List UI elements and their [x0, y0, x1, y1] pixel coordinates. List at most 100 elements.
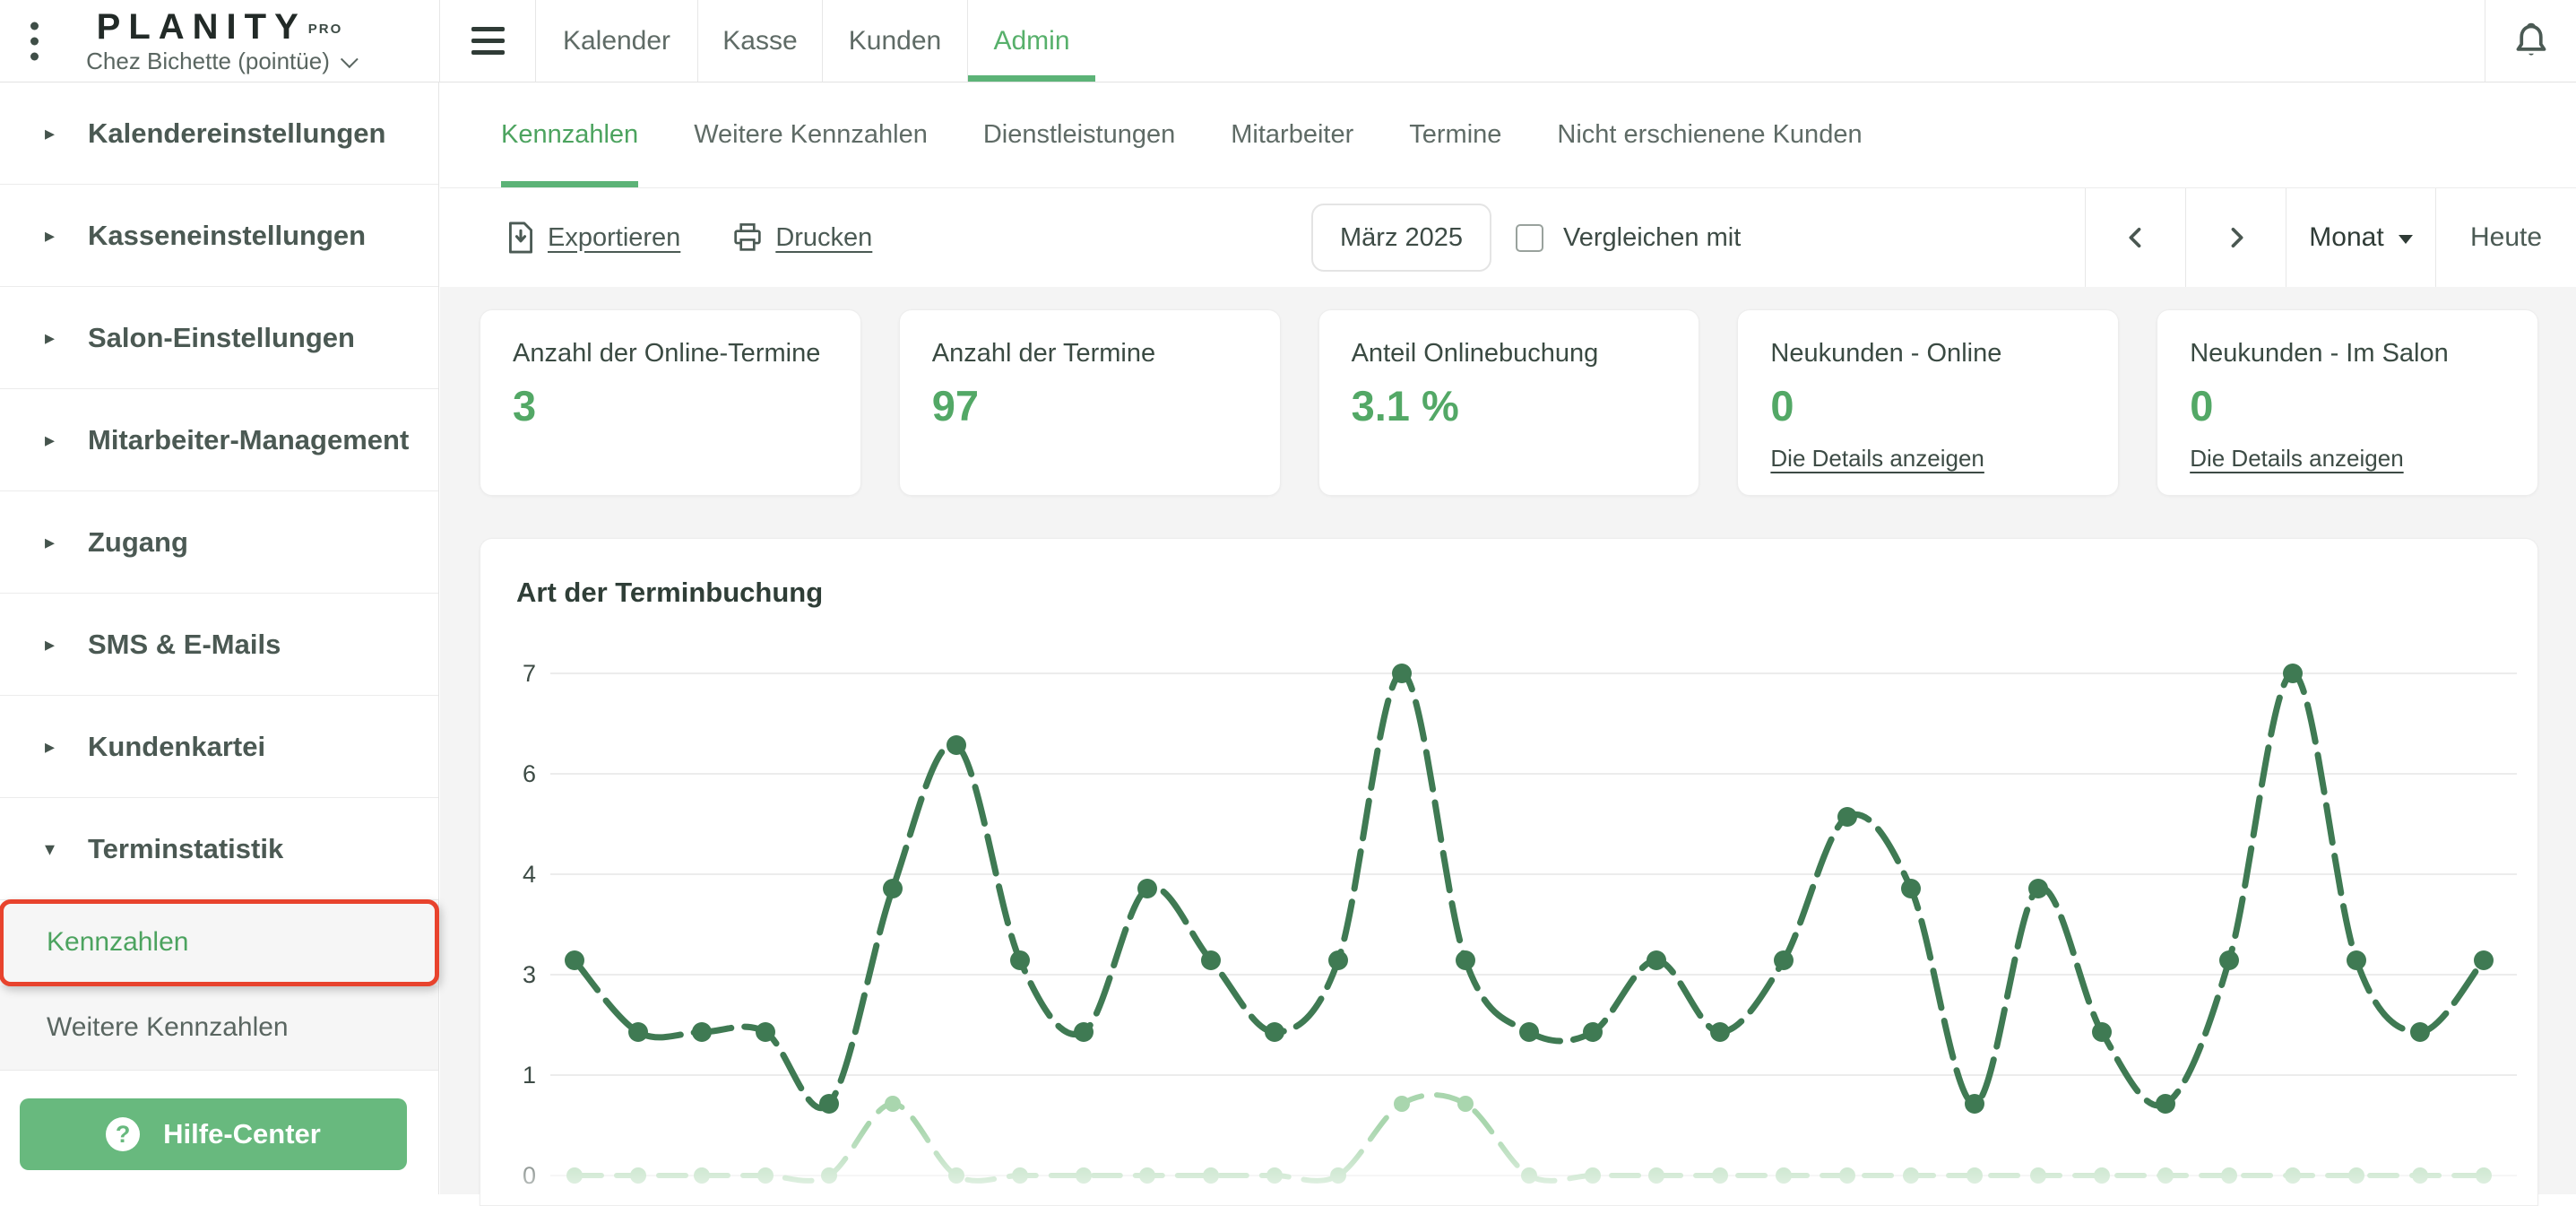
subtab-label: Weitere Kennzahlen: [694, 120, 928, 149]
sidebar: ▸ Kalendereinstellungen ▸ Kasseneinstellung…: [0, 82, 439, 1194]
chart-point-dark-green: [2474, 950, 2494, 970]
compare-checkbox[interactable]: [1516, 223, 1543, 252]
kpi-card-details-link[interactable]: Die Details anzeigen: [2190, 445, 2404, 472]
caret-right-icon: ▸: [45, 530, 56, 553]
y-axis-tick-label: 7: [523, 660, 536, 687]
chevron-left-icon: [2128, 227, 2140, 248]
chart-point-dark-green: [1328, 950, 1348, 970]
caret-right-icon: ▸: [45, 428, 56, 451]
subtab-nicht-erschienene-kunden[interactable]: Nicht erschienene Kunden: [1557, 82, 1862, 187]
sidebar-subitem-weitere-kennzahlen[interactable]: Weitere Kennzahlen: [0, 985, 438, 1071]
subtab-mitarbeiter[interactable]: Mitarbeiter: [1231, 82, 1353, 187]
chart-point-dark-green: [565, 950, 584, 970]
top-tab-kunden[interactable]: Kunden: [822, 0, 967, 82]
sidebar-item-kundenkartei[interactable]: ▸ Kundenkartei: [0, 696, 438, 798]
period-selector[interactable]: März 2025: [1311, 204, 1492, 272]
export-button[interactable]: Exportieren: [506, 221, 680, 254]
chart-point-dark-green: [1774, 950, 1794, 970]
chart-point-dark-green: [2219, 950, 2239, 970]
sidebar-item-salon-einstellungen[interactable]: ▸ Salon-Einstellungen: [0, 287, 438, 389]
chart-point-dark-green: [1710, 1022, 1730, 1042]
kpi-card-details-link[interactable]: Die Details anzeigen: [1770, 445, 1984, 472]
sidebar-item-label: Zugang: [88, 525, 188, 558]
today-button[interactable]: Heute: [2435, 188, 2576, 287]
kpi-card-value: 3.1 %: [1351, 382, 1459, 429]
chart-title: Art der Terminbuchung: [516, 577, 824, 608]
subtab-weitere-kennzahlen[interactable]: Weitere Kennzahlen: [694, 82, 928, 187]
chart-point-dark-green: [1583, 1022, 1603, 1042]
content-area: Anzahl der Online-Termine 3 Anzahl der Ter…: [440, 287, 2576, 1206]
caret-down-icon: ▾: [45, 837, 56, 860]
kpi-card: Anteil Onlinebuchung 3.1 %: [1318, 309, 1700, 496]
sidebar-item-zugang[interactable]: ▸ Zugang: [0, 491, 438, 594]
chart-point-dark-green: [1010, 950, 1030, 970]
y-axis-tick-label: 6: [523, 760, 536, 787]
kebab-menu-icon[interactable]: [30, 22, 39, 60]
kpi-card-title: Neukunden - Online: [1770, 339, 2002, 368]
compare-label: Vergleichen mit: [1563, 222, 1742, 252]
help-center-button[interactable]: ? Hilfe-Center: [20, 1098, 407, 1170]
hamburger-menu-icon: [471, 27, 505, 55]
chart-point-dark-green: [2156, 1094, 2175, 1114]
chevron-down-icon: [340, 49, 359, 68]
previous-period-button[interactable]: [2085, 188, 2185, 287]
top-tab-kalender[interactable]: Kalender: [535, 0, 697, 82]
logo: PLANITY PRO Chez Bichette (pointüe): [86, 7, 359, 74]
chart-point-dark-green: [1647, 950, 1666, 970]
bottom-fade: [480, 1126, 2537, 1205]
chart-line-dark-green: [571, 670, 2487, 1112]
chart-point-dark-green: [883, 879, 903, 898]
caret-down-icon: [2398, 235, 2413, 244]
view-granularity-select[interactable]: Monat: [2286, 188, 2435, 287]
top-tab-kasse[interactable]: Kasse: [697, 0, 822, 82]
chart-point-light-green: [1394, 1096, 1410, 1112]
period-nav: Monat Heute: [2085, 188, 2576, 287]
y-axis-tick-label: 3: [523, 961, 536, 988]
period-value: März 2025: [1340, 222, 1464, 252]
subtab-label: Dienstleistungen: [982, 120, 1176, 149]
next-period-button[interactable]: [2185, 188, 2286, 287]
sidebar-item-sms-e-mails[interactable]: ▸ SMS & E-Mails: [0, 594, 438, 696]
caret-right-icon: ▸: [45, 325, 56, 349]
caret-right-icon: ▸: [45, 734, 56, 758]
chart-point-dark-green: [1201, 950, 1221, 970]
chart-point-dark-green: [2283, 664, 2303, 683]
kpi-card: Neukunden - Online 0 Die Details anzeigen: [1737, 309, 2120, 496]
subtab-dienstleistungen[interactable]: Dienstleistungen: [983, 82, 1175, 187]
kpi-card-value: 3: [513, 382, 537, 429]
export-label: Exportieren: [548, 222, 681, 252]
notifications-button[interactable]: [2485, 0, 2576, 82]
top-tabs: Kalender Kasse Kunden Admin: [535, 0, 1095, 82]
sidebar-item-terminstatistik[interactable]: ▾ Terminstatistik: [0, 798, 438, 900]
printer-icon: [734, 223, 762, 251]
print-button[interactable]: Drucken: [732, 222, 872, 253]
sidebar-item-kasseneinstellungen[interactable]: ▸ Kasseneinstellungen: [0, 185, 438, 287]
kpi-card: Anzahl der Online-Termine 3: [480, 309, 861, 496]
chart-point-dark-green: [2092, 1022, 2112, 1042]
sidebar-subitem-label: Weitere Kennzahlen: [47, 1012, 289, 1042]
chart-point-dark-green: [756, 1022, 775, 1042]
salon-selector[interactable]: Chez Bichette (pointüe): [86, 48, 359, 74]
chart-point-light-green: [1457, 1096, 1474, 1112]
chart-point-dark-green: [1837, 807, 1857, 827]
sidebar-item-kalendereinstellungen[interactable]: ▸ Kalendereinstellungen: [0, 82, 438, 185]
sidebar-item-label: Kasseneinstellungen: [88, 219, 367, 251]
sidebar-subitem-label: Kennzahlen: [47, 927, 189, 957]
export-file-icon: [509, 221, 532, 254]
active-tab-underline: [968, 75, 1095, 82]
hamburger-menu-button[interactable]: [439, 0, 535, 82]
subtab-termine[interactable]: Termine: [1409, 82, 1501, 187]
sidebar-item-mitarbeiter-management[interactable]: ▸ Mitarbeiter-Management: [0, 389, 438, 491]
caret-right-icon: ▸: [45, 223, 56, 247]
chart-card: 764310 Art der Terminbuchung: [480, 538, 2538, 1206]
top-tab-label: Kunden: [848, 25, 942, 56]
top-tab-label: Kalender: [562, 25, 671, 56]
subtab-kennzahlen[interactable]: Kennzahlen: [501, 82, 639, 187]
sidebar-subitem-kennzahlen[interactable]: Kennzahlen: [0, 899, 439, 986]
booking-type-line-chart: 764310: [480, 660, 2537, 1205]
top-tab-admin[interactable]: Admin: [967, 0, 1095, 82]
view-granularity-value: Monat: [2309, 222, 2384, 252]
top-tab-label: Admin: [993, 25, 1070, 56]
compare-toggle[interactable]: Vergleichen mit: [1516, 188, 1741, 287]
